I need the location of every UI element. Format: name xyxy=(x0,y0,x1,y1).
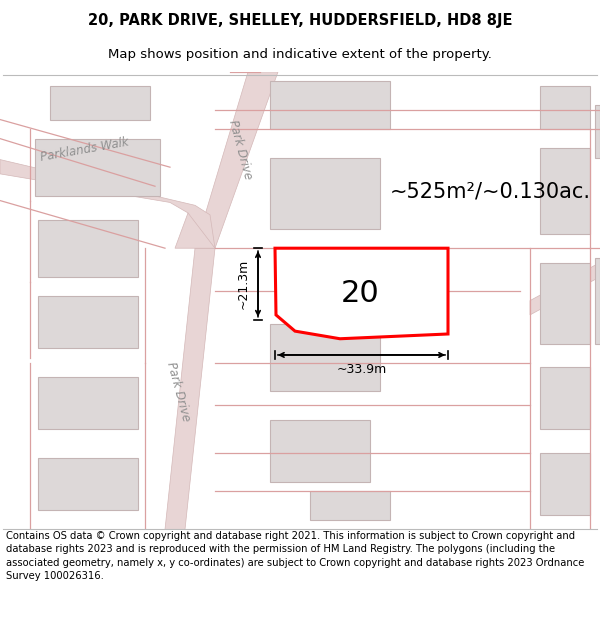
Text: ~525m²/~0.130ac.: ~525m²/~0.130ac. xyxy=(390,181,591,201)
Bar xyxy=(38,296,138,348)
Text: 20, PARK DRIVE, SHELLEY, HUDDERSFIELD, HD8 8JE: 20, PARK DRIVE, SHELLEY, HUDDERSFIELD, H… xyxy=(88,12,512,28)
Bar xyxy=(540,368,590,429)
Text: ~33.9m: ~33.9m xyxy=(337,362,386,376)
Bar xyxy=(270,81,390,129)
Bar xyxy=(270,158,380,229)
Text: Park Drive: Park Drive xyxy=(226,119,254,181)
Text: Parklands Walk: Parklands Walk xyxy=(40,136,130,164)
Bar xyxy=(595,105,600,158)
Polygon shape xyxy=(0,159,215,248)
Polygon shape xyxy=(165,248,215,529)
Bar xyxy=(540,148,590,234)
Bar xyxy=(38,458,138,510)
Bar xyxy=(35,139,160,196)
Bar xyxy=(38,377,138,429)
Text: Map shows position and indicative extent of the property.: Map shows position and indicative extent… xyxy=(108,48,492,61)
Bar xyxy=(310,491,390,520)
Bar xyxy=(38,219,138,277)
Polygon shape xyxy=(530,262,600,315)
Bar xyxy=(270,420,370,482)
Text: 20: 20 xyxy=(341,279,379,308)
Bar xyxy=(50,86,150,119)
Polygon shape xyxy=(175,213,215,248)
Bar xyxy=(540,453,590,515)
Polygon shape xyxy=(195,72,278,248)
Text: Contains OS data © Crown copyright and database right 2021. This information is : Contains OS data © Crown copyright and d… xyxy=(6,531,584,581)
Polygon shape xyxy=(275,248,448,339)
Bar xyxy=(540,262,590,344)
Text: ~21.3m: ~21.3m xyxy=(237,259,250,309)
Text: Park Drive: Park Drive xyxy=(164,360,192,423)
Bar xyxy=(595,258,600,344)
Bar xyxy=(270,324,380,391)
Bar xyxy=(540,86,590,129)
